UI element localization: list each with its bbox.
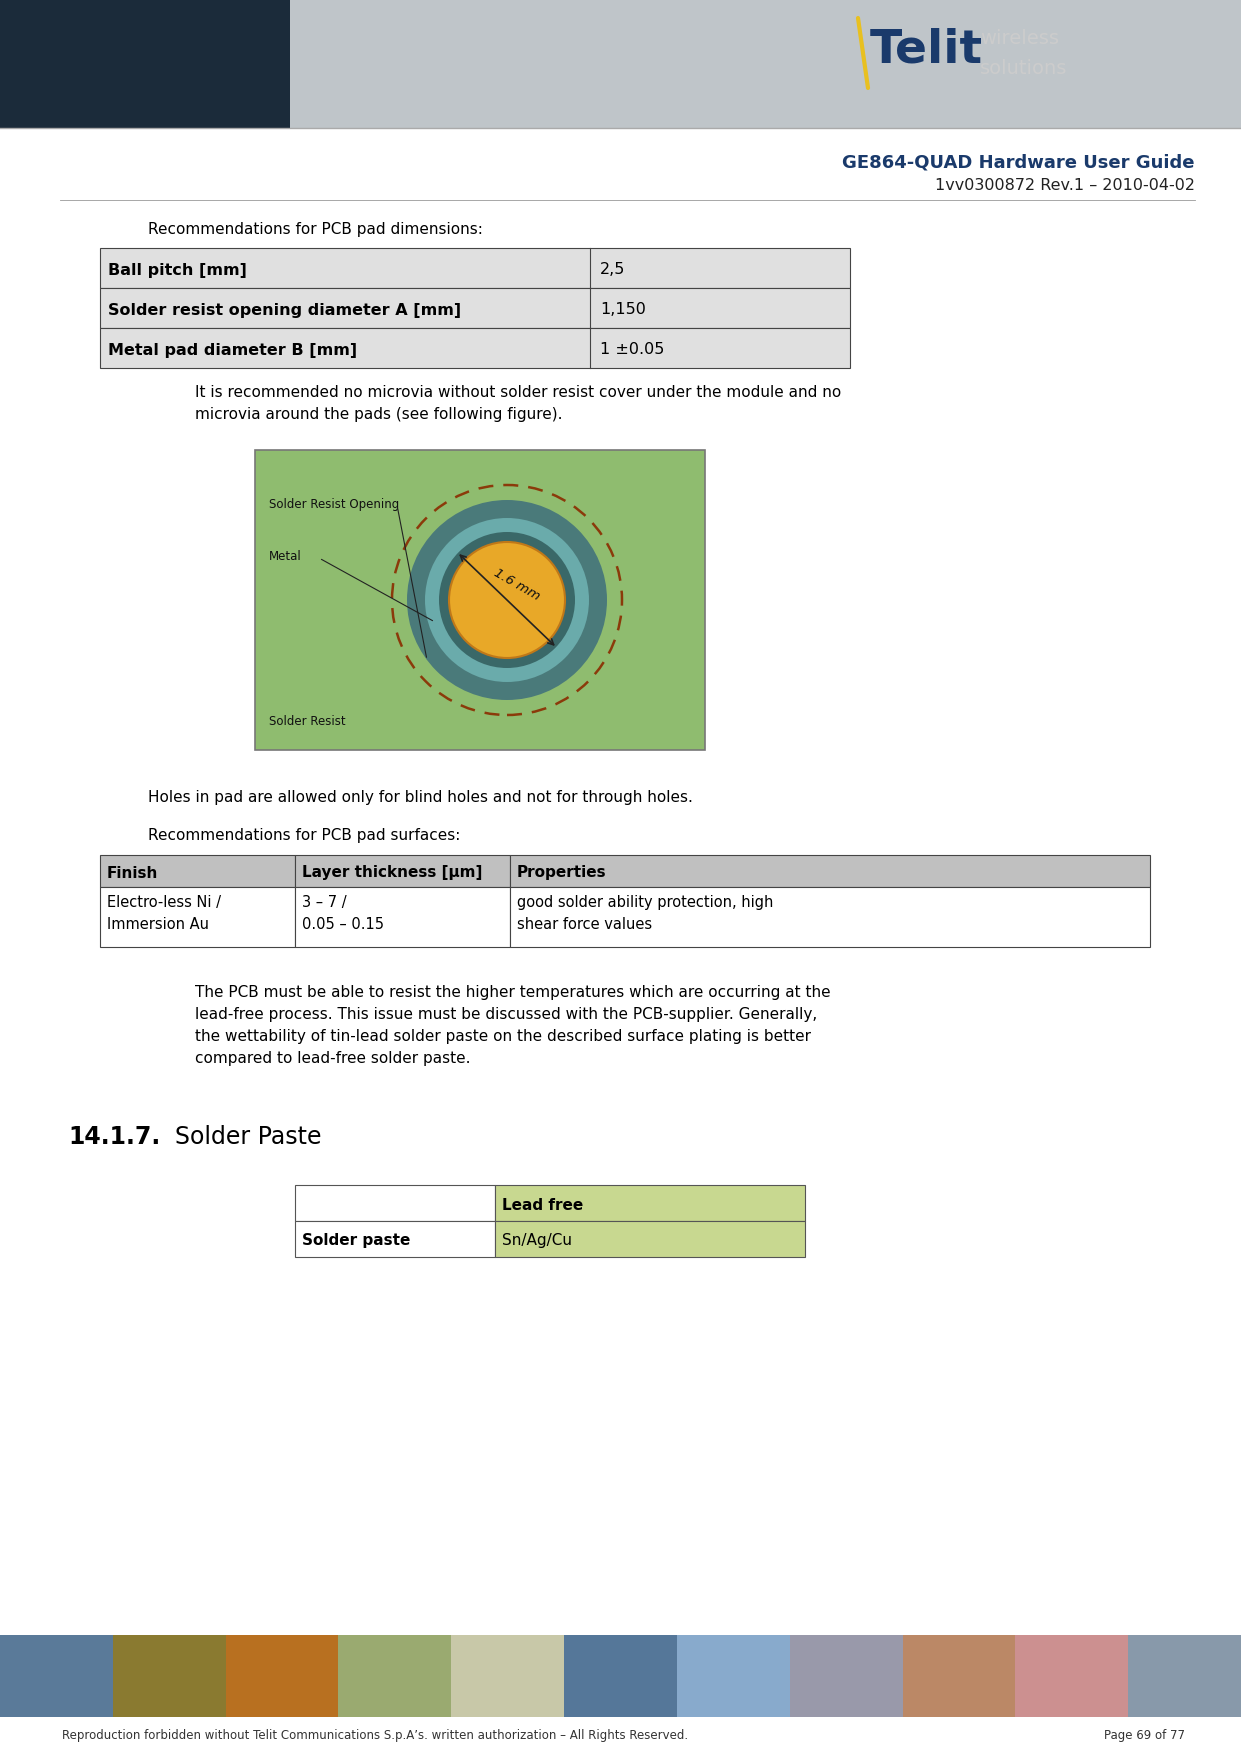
Bar — [510, 854, 1150, 888]
Text: Page 69 of 77: Page 69 of 77 — [1104, 1728, 1185, 1742]
Text: Recommendations for PCB pad dimensions:: Recommendations for PCB pad dimensions: — [148, 223, 483, 237]
Bar — [295, 854, 510, 888]
Text: Solder Resist: Solder Resist — [269, 716, 346, 728]
Bar — [295, 1221, 495, 1258]
Text: Layer thickness [µm]: Layer thickness [µm] — [302, 865, 483, 881]
Bar — [254, 451, 705, 751]
Bar — [113, 1635, 227, 1717]
Bar — [295, 888, 510, 947]
Text: Solder Resist Opening: Solder Resist Opening — [269, 498, 400, 510]
Bar — [339, 1635, 452, 1717]
Text: Solder Paste: Solder Paste — [175, 1124, 321, 1149]
Text: Holes in pad are allowed only for blind holes and not for through holes.: Holes in pad are allowed only for blind … — [148, 789, 692, 805]
Text: 14.1.7.: 14.1.7. — [68, 1124, 160, 1149]
Text: Reproduction forbidden without Telit Communications S.p.A’s. written authorizati: Reproduction forbidden without Telit Com… — [62, 1728, 688, 1742]
Text: Ball pitch [mm]: Ball pitch [mm] — [108, 263, 247, 277]
Bar — [1128, 1635, 1241, 1717]
Bar — [295, 1186, 495, 1221]
Bar — [0, 1635, 114, 1717]
Text: wireless: wireless — [980, 28, 1059, 47]
Text: It is recommended no microvia without solder resist cover under the module and n: It is recommended no microvia without so… — [195, 384, 841, 421]
Text: Metal: Metal — [269, 551, 302, 563]
Circle shape — [439, 531, 575, 668]
Bar — [789, 1635, 903, 1717]
Bar — [495, 1186, 805, 1221]
Text: 1,150: 1,150 — [599, 302, 645, 317]
Text: Metal pad diameter B [mm]: Metal pad diameter B [mm] — [108, 342, 357, 358]
Text: the wettability of tin-lead solder paste on the described surface plating is bet: the wettability of tin-lead solder paste… — [195, 1030, 812, 1044]
Bar — [565, 1635, 678, 1717]
Text: 3 – 7 /
0.05 – 0.15: 3 – 7 / 0.05 – 0.15 — [302, 895, 383, 931]
Text: Sn/Ag/Cu: Sn/Ag/Cu — [503, 1233, 572, 1249]
Bar — [1015, 1635, 1129, 1717]
Circle shape — [407, 500, 607, 700]
Circle shape — [424, 517, 589, 682]
Bar — [510, 888, 1150, 947]
Bar — [101, 854, 295, 888]
Text: Finish: Finish — [107, 865, 159, 881]
Bar — [101, 888, 295, 947]
Text: The PCB must be able to resist the higher temperatures which are occurring at th: The PCB must be able to resist the highe… — [195, 986, 830, 1000]
Bar — [290, 0, 1241, 128]
Text: GE864-QUAD Hardware User Guide: GE864-QUAD Hardware User Guide — [843, 153, 1195, 170]
Text: Lead free: Lead free — [503, 1198, 583, 1212]
Text: compared to lead-free solder paste.: compared to lead-free solder paste. — [195, 1051, 470, 1066]
Bar — [226, 1635, 340, 1717]
Bar — [495, 1221, 805, 1258]
Text: 1vv0300872 Rev.1 – 2010-04-02: 1vv0300872 Rev.1 – 2010-04-02 — [934, 177, 1195, 193]
Text: Telit: Telit — [870, 28, 983, 72]
Bar — [101, 247, 850, 288]
Text: 2,5: 2,5 — [599, 263, 625, 277]
Text: Electro-less Ni /
Immersion Au: Electro-less Ni / Immersion Au — [107, 895, 221, 931]
Text: good solder ability protection, high
shear force values: good solder ability protection, high she… — [517, 895, 773, 931]
Bar — [101, 328, 850, 368]
Text: 1.6 mm: 1.6 mm — [491, 567, 542, 603]
Text: Properties: Properties — [517, 865, 607, 881]
Bar — [101, 288, 850, 328]
Text: Recommendations for PCB pad surfaces:: Recommendations for PCB pad surfaces: — [148, 828, 460, 844]
Text: 1 ±0.05: 1 ±0.05 — [599, 342, 664, 358]
Text: Solder resist opening diameter A [mm]: Solder resist opening diameter A [mm] — [108, 302, 462, 317]
Bar — [676, 1635, 791, 1717]
Circle shape — [449, 542, 565, 658]
Text: lead-free process. This issue must be discussed with the PCB-supplier. Generally: lead-free process. This issue must be di… — [195, 1007, 818, 1023]
Bar — [452, 1635, 565, 1717]
Bar — [902, 1635, 1016, 1717]
Text: solutions: solutions — [980, 58, 1067, 77]
Bar — [0, 0, 290, 128]
Text: Solder paste: Solder paste — [302, 1233, 411, 1249]
